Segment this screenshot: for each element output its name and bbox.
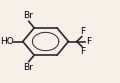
Text: HO: HO: [0, 37, 14, 46]
Text: F: F: [86, 37, 92, 46]
Text: F: F: [80, 47, 85, 56]
Text: F: F: [80, 27, 85, 36]
Text: Br: Br: [23, 63, 33, 72]
Text: Br: Br: [23, 11, 33, 20]
